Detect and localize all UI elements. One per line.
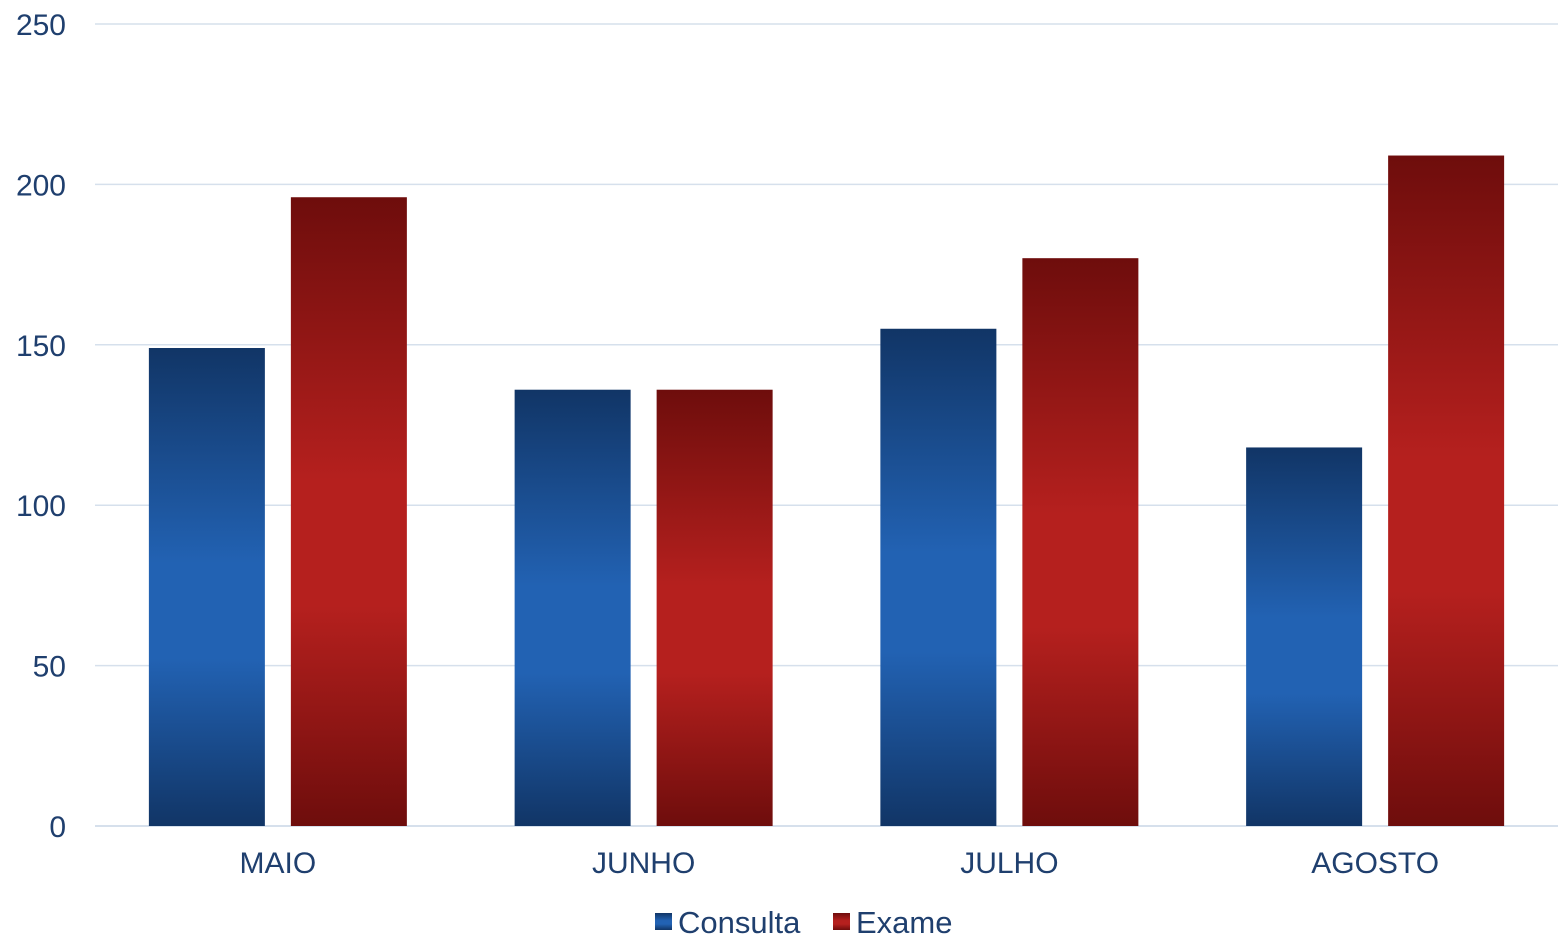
bar-exame-julho	[1022, 258, 1139, 827]
bar-consulta-agosto	[1246, 447, 1363, 826]
y-tick-label: 100	[16, 490, 66, 523]
y-tick-label: 50	[33, 651, 66, 684]
y-tick-label: 200	[16, 169, 66, 202]
x-category-label: JULHO	[960, 847, 1058, 880]
bar-exame-agosto	[1388, 155, 1505, 826]
bar-consulta-maio	[148, 348, 265, 826]
x-axis-categories: MAIO JUNHO JULHO AGOSTO	[240, 847, 1439, 880]
y-tick-label: 0	[49, 811, 66, 844]
bar-consulta-julho	[880, 328, 997, 826]
legend-swatch-exame	[833, 913, 850, 930]
legend: Consulta Exame	[655, 905, 952, 938]
y-tick-label: 150	[16, 330, 66, 363]
bar-exame-maio	[290, 197, 407, 826]
bar-consulta-junho	[514, 389, 631, 826]
bars	[148, 155, 1505, 827]
legend-swatch-consulta	[655, 913, 672, 930]
y-axis-ticks: 0 50 100 150 200 250	[16, 9, 66, 844]
x-category-label: JUNHO	[592, 847, 695, 880]
y-tick-label: 250	[16, 9, 66, 42]
bar-exame-junho	[656, 389, 773, 826]
legend-label-exame: Exame	[856, 905, 952, 938]
legend-label-consulta: Consulta	[678, 905, 801, 938]
x-category-label: AGOSTO	[1311, 847, 1439, 880]
x-category-label: MAIO	[240, 847, 317, 880]
